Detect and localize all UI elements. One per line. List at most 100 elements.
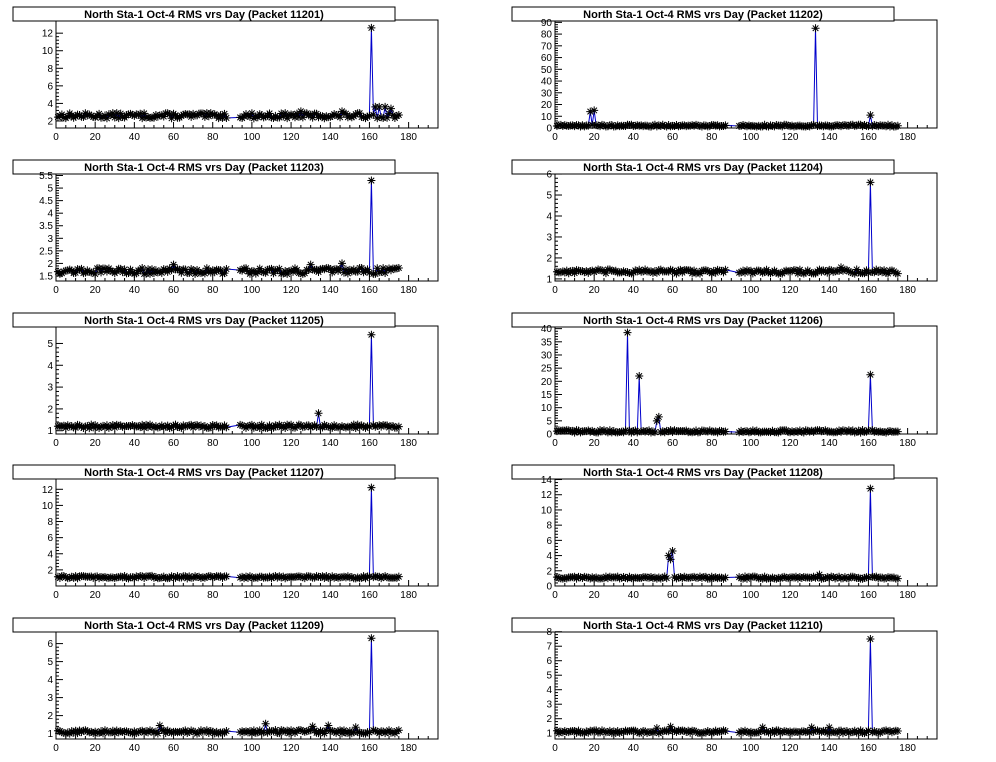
data-point — [369, 110, 378, 119]
data-point — [884, 269, 893, 278]
y-tick-label: 2 — [546, 253, 552, 264]
data-point — [91, 269, 100, 278]
y-tick-label: 5 — [47, 657, 53, 668]
x-tick-label: 120 — [782, 743, 799, 754]
data-point — [778, 728, 787, 737]
data-point — [719, 122, 728, 131]
data-point — [654, 121, 663, 130]
plot-frame — [55, 477, 439, 587]
data-point — [756, 573, 765, 582]
data-point — [552, 122, 561, 131]
chart-panel: North Sta-1 Oct-4 RMS vrs Day (Packet 11… — [12, 6, 439, 143]
data-point — [394, 422, 403, 431]
data-point — [281, 727, 290, 736]
x-tick-label: 160 — [860, 132, 877, 143]
data-point — [660, 121, 669, 130]
data-point — [289, 267, 298, 276]
data-point — [721, 265, 730, 274]
data-point — [381, 102, 390, 111]
data-point — [95, 574, 104, 583]
x-tick-label: 0 — [552, 438, 558, 449]
data-point — [580, 268, 589, 277]
x-tick-label: 180 — [400, 438, 417, 449]
data-point — [375, 102, 384, 111]
series-line — [556, 488, 898, 580]
plot-frame — [554, 172, 938, 282]
data-point — [187, 726, 196, 735]
x-tick-label: 140 — [821, 285, 838, 296]
y-tick-label: 20 — [541, 100, 553, 111]
data-point — [643, 121, 652, 130]
data-point — [891, 122, 900, 131]
y-tick-label: 1 — [47, 426, 53, 437]
data-point — [874, 728, 883, 737]
x-tick-label: 20 — [589, 743, 601, 754]
data-point — [392, 573, 401, 582]
data-point — [650, 428, 659, 437]
data-point — [371, 422, 380, 431]
data-point — [721, 121, 730, 130]
data-point — [383, 113, 392, 122]
y-tick-label: 30 — [541, 350, 553, 361]
data-point — [87, 420, 96, 429]
data-point — [169, 572, 178, 581]
data-point — [662, 574, 671, 583]
data-point — [848, 268, 857, 277]
data-point — [623, 328, 632, 337]
data-point — [255, 264, 264, 273]
data-point — [59, 113, 68, 122]
data-point — [328, 423, 337, 432]
data-point — [132, 728, 141, 737]
data-point — [222, 423, 231, 432]
data-point — [322, 112, 331, 121]
data-point — [833, 573, 842, 582]
data-point — [298, 269, 307, 278]
x-tick-label: 60 — [168, 132, 180, 143]
data-point — [355, 109, 364, 118]
data-point — [852, 427, 861, 436]
data-point — [893, 726, 902, 735]
data-point — [394, 572, 403, 581]
y-tick-label: 5 — [546, 416, 552, 427]
x-tick-label: 40 — [628, 743, 640, 754]
data-point — [67, 572, 76, 581]
data-point — [594, 121, 603, 130]
data-point — [63, 728, 72, 737]
data-point — [71, 268, 80, 277]
data-point — [365, 111, 374, 120]
data-point — [793, 728, 802, 737]
data-point — [253, 113, 262, 122]
data-point — [764, 122, 773, 131]
data-point — [666, 265, 675, 274]
data-point — [758, 723, 767, 732]
data-point — [55, 269, 64, 278]
data-point — [658, 120, 667, 129]
data-point — [116, 572, 125, 581]
data-point — [880, 726, 889, 735]
data-point — [768, 573, 777, 582]
y-tick-label: 90 — [541, 18, 553, 29]
data-point — [746, 727, 755, 736]
data-point — [631, 266, 640, 275]
chart-panel: North Sta-1 Oct-4 RMS vrs Day (Packet 11… — [511, 159, 938, 296]
data-point — [369, 726, 378, 735]
y-tick-label: 7 — [546, 642, 552, 653]
data-point — [140, 109, 149, 118]
data-point — [138, 114, 147, 123]
data-point — [866, 111, 875, 120]
data-point — [780, 572, 789, 581]
y-tick-label: 1 — [47, 729, 53, 740]
data-point — [306, 260, 315, 269]
data-point — [206, 726, 215, 735]
data-point — [652, 724, 661, 733]
data-point — [195, 572, 204, 581]
data-point — [840, 121, 849, 130]
x-tick-label: 0 — [53, 438, 59, 449]
x-tick-label: 40 — [129, 438, 141, 449]
x-tick-label: 140 — [821, 132, 838, 143]
data-point — [721, 573, 730, 582]
data-point — [758, 268, 767, 277]
data-point — [79, 112, 88, 121]
data-point — [187, 112, 196, 121]
data-point — [302, 727, 311, 736]
